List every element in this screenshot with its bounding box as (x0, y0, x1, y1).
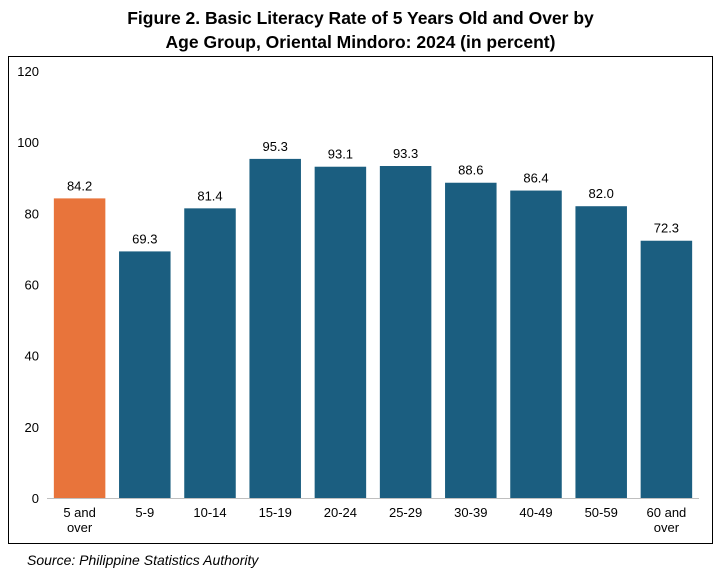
x-tick-label-0-line-1: over (67, 520, 93, 535)
x-tick-label-3: 15-19 (259, 505, 292, 520)
source-note: Source: Philippine Statistics Authority (27, 552, 259, 568)
data-label-1: 69.3 (132, 231, 157, 246)
chart-title-line-2: Age Group, Oriental Mindoro: 2024 (in pe… (165, 32, 556, 52)
bar-0 (53, 198, 106, 498)
y-tick-label-80: 80 (25, 206, 39, 221)
x-tick-label-9-line-0: 60 and (647, 505, 687, 520)
x-tick-label-6: 30-39 (454, 505, 487, 520)
data-label-0: 84.2 (67, 178, 92, 193)
x-tick-label-0-line-0: 5 and (63, 505, 96, 520)
data-label-4: 93.1 (328, 147, 353, 162)
x-tick-label-4: 20-24 (324, 505, 357, 520)
bar-9 (640, 240, 693, 499)
bar-7 (510, 190, 562, 498)
x-tick-label-1: 5-9 (135, 505, 154, 520)
data-label-6: 88.6 (458, 163, 483, 178)
chart-frame: 0 20 40 60 80 100 120 84.2 5 and over 69.3 5-9 81.4 1… (8, 56, 713, 544)
y-tick-label-0: 0 (32, 491, 39, 506)
chart-title-line-1: Figure 2. Basic Literacy Rate of 5 Years… (127, 8, 594, 28)
bar-2 (184, 208, 236, 498)
bar-5 (379, 166, 432, 498)
chart-title: Figure 2. Basic Literacy Rate of 5 Years… (0, 6, 721, 54)
x-tick-label-7: 40-49 (519, 505, 552, 520)
x-tick-label-5: 25-29 (389, 505, 422, 520)
bar-1 (119, 251, 171, 498)
y-tick-label-40: 40 (25, 349, 39, 364)
y-tick-label-60: 60 (25, 278, 39, 293)
bar-3 (249, 158, 301, 498)
x-tick-label-9-line-1: over (654, 520, 680, 535)
x-tick-label-2: 10-14 (193, 505, 226, 520)
bar-8 (575, 206, 627, 498)
data-label-7: 86.4 (523, 171, 548, 186)
data-label-3: 95.3 (263, 139, 288, 154)
data-label-9: 72.3 (654, 221, 679, 236)
bar-6 (445, 182, 497, 498)
bar-4 (314, 166, 367, 498)
data-label-2: 81.4 (197, 188, 222, 203)
y-tick-label-120: 120 (17, 64, 39, 79)
data-label-8: 82.0 (589, 186, 614, 201)
y-tick-label-20: 20 (25, 420, 39, 435)
y-tick-label-100: 100 (17, 135, 39, 150)
x-tick-label-8: 50-59 (585, 505, 618, 520)
data-label-5: 93.3 (393, 146, 418, 161)
